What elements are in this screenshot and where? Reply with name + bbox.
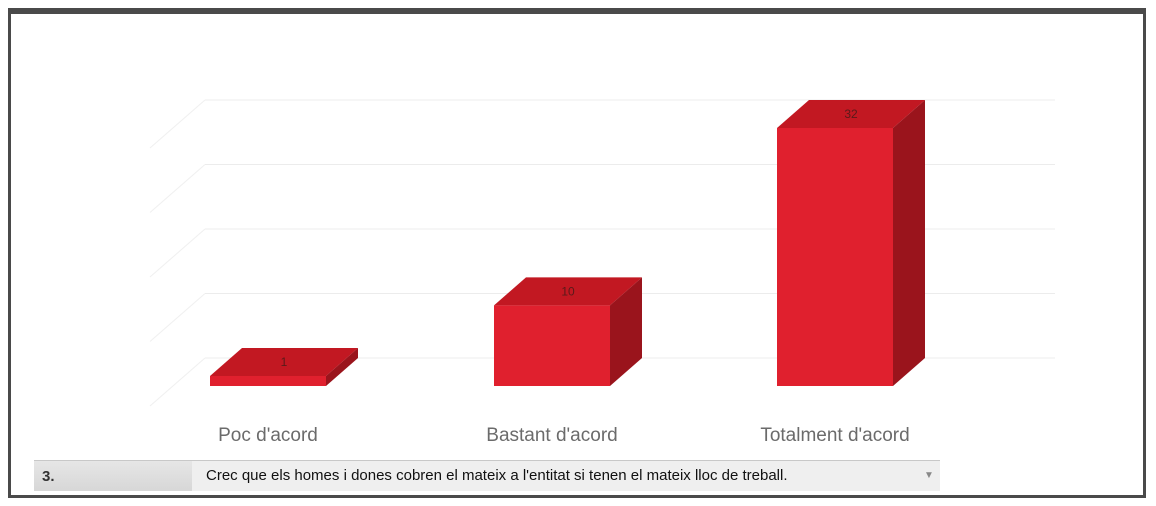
bar-front <box>210 376 326 386</box>
bars: 1 10 32 <box>210 100 925 386</box>
gridline-depth <box>149 228 206 278</box>
bar-top <box>777 100 925 128</box>
bar-front <box>777 128 893 386</box>
bar-top <box>210 348 358 376</box>
category-label: Totalment d'acord <box>760 425 909 446</box>
data-label: 32 <box>844 107 858 121</box>
question-row[interactable]: 3. Crec que els homes i dones cobren el … <box>34 460 940 491</box>
bar-side <box>326 348 358 386</box>
bar-side <box>893 100 925 386</box>
data-label: 1 <box>281 355 288 369</box>
dropdown-arrow-icon[interactable]: ▼ <box>918 461 940 491</box>
bar-front <box>494 305 610 386</box>
gridline-depth <box>149 164 206 213</box>
data-label: 10 <box>561 284 575 298</box>
gridline-depth <box>149 99 206 149</box>
chart-frame <box>8 8 1146 498</box>
gridline-depth <box>149 293 206 342</box>
category-labels: Poc d'acord Bastant d'acord Totalment d'ac… <box>218 425 910 446</box>
gridline-depth <box>149 357 206 407</box>
bar-top <box>494 277 642 306</box>
question-text: Crec que els homes i dones cobren el mat… <box>192 461 918 491</box>
category-label: Bastant d'acord <box>486 425 617 446</box>
bar-side <box>610 277 642 386</box>
question-number: 3. <box>42 467 55 485</box>
category-label: Poc d'acord <box>218 425 318 446</box>
